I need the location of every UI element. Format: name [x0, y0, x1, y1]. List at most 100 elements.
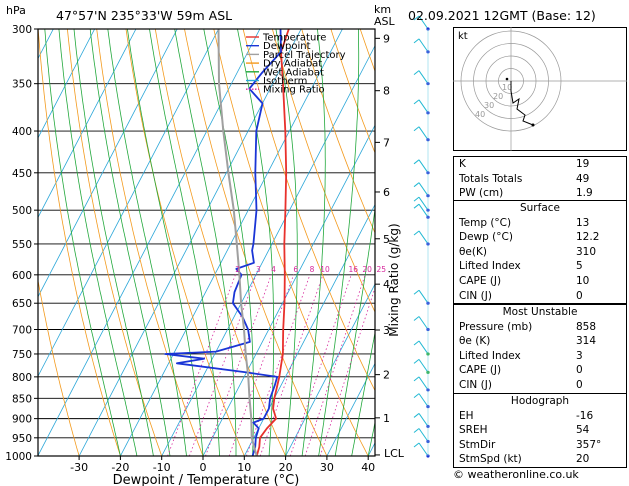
index-row: K 19 — [454, 157, 626, 172]
table-value: 1.9 — [576, 187, 593, 200]
y-tick-label: 800 — [12, 372, 32, 384]
wind-barb — [418, 203, 429, 218]
hodograph-table: Hodograph EH -16 SREH 54 StmDir 357° StmSpd (kt… — [453, 393, 627, 468]
table-value: -16 — [576, 409, 594, 422]
legend-entry: Dry Adiabat — [263, 59, 322, 70]
wind-barb-flag — [413, 376, 420, 382]
table-value: 13 — [576, 216, 590, 229]
x-tick-label: -30 — [70, 461, 88, 474]
most-unstable-row: CIN (J) 0 — [454, 378, 626, 393]
y-tick-label: 350 — [12, 79, 32, 91]
lcl-label: LCL — [384, 447, 405, 460]
legend-entry: Parcel Trajectory — [263, 50, 346, 61]
x-tick-label: 10 — [237, 461, 251, 474]
wind-barb — [418, 289, 429, 304]
table-value: 357° — [576, 438, 602, 451]
y-tick-label: 400 — [12, 126, 32, 138]
mixing-ratio-label: 8 — [310, 265, 315, 274]
dry-adiabat-line — [242, 29, 375, 392]
most-unstable-row: Lifted Index 3 — [454, 349, 626, 364]
hodograph-row: EH -16 — [454, 409, 626, 424]
most-unstable-row: Pressure (mb) 858 — [454, 320, 626, 335]
wind-barb-flag — [413, 442, 420, 448]
table-value: 20 — [576, 453, 590, 466]
legend-entry: Dewpoint — [263, 41, 311, 52]
wet-adiabat-line — [149, 29, 220, 456]
table-value: 12.2 — [576, 231, 600, 244]
mixing-ratio-label: 4 — [271, 265, 276, 274]
y-tick-label: 900 — [12, 414, 32, 426]
wind-barb-flag — [413, 340, 420, 346]
table-label: Pressure (mb) — [459, 320, 533, 333]
wind-barb — [418, 442, 429, 457]
wind-barb-flag — [413, 70, 420, 76]
km-tick-label: 7 — [383, 136, 390, 149]
copyright-footer[interactable]: © weatheronline.co.uk — [453, 468, 579, 481]
table-label: Lifted Index — [459, 349, 521, 362]
table-value: 19 — [576, 158, 590, 170]
wind-barb — [418, 196, 429, 211]
km-tick-label: 5 — [383, 233, 390, 246]
wind-barb — [418, 316, 429, 330]
mixing-ratio-label: 2 — [235, 265, 240, 274]
mixing-ratio-label: 20 — [362, 265, 372, 274]
table-label: Totals Totals — [459, 172, 523, 185]
y-tick-label: 1000 — [5, 451, 32, 463]
table-value: 858 — [576, 320, 597, 333]
indices-table: K 19 Totals Totals 49 PW (cm) 1.9 — [453, 156, 627, 202]
dry-adiabat-line — [272, 29, 375, 314]
wind-barb — [418, 70, 429, 84]
plot-frame — [37, 28, 376, 457]
hodograph-table-title: Hodograph — [510, 395, 570, 407]
mixing-ratio-axis-title: Mixing Ratio (g/kg) — [387, 223, 401, 336]
x-tick-label: -10 — [153, 461, 171, 474]
hodograph-ring-label: 30 — [484, 101, 494, 110]
table-value: 314 — [576, 335, 597, 348]
table-label: StmSpd (kt) — [459, 453, 522, 466]
isotherm-line — [78, 29, 302, 456]
surface-row: Temp (°C) 13 — [454, 216, 626, 231]
wet-adiabat-line — [334, 207, 375, 456]
dry-adiabat-line — [38, 29, 121, 456]
isotherm-line — [38, 29, 261, 456]
series-line-parcel-trajectory — [217, 29, 258, 456]
hodograph-row: SREH 54 — [454, 423, 626, 438]
table-label: CAPE (J) — [459, 274, 502, 287]
isotherm-line — [326, 362, 375, 456]
mixing-ratio-label: 3 — [256, 265, 261, 274]
isotherm-line — [285, 283, 375, 456]
wind-barb-flag — [413, 99, 420, 105]
legend-entry: Mixing Ratio — [263, 85, 325, 96]
hodograph-row: StmSpd (kt) 20 — [454, 452, 626, 467]
wind-barb — [418, 159, 429, 174]
isotherm-line — [0, 29, 12, 456]
table-label: EH — [459, 409, 474, 422]
isotherm-line — [161, 44, 375, 456]
wind-barb-flag — [413, 203, 420, 209]
table-label: CAPE (J) — [459, 364, 502, 377]
wind-barb-flag — [413, 196, 420, 202]
km-tick-label: 1 — [383, 412, 390, 425]
wet-adiabat-line — [58, 29, 138, 456]
legend-entry: Temperature — [262, 33, 326, 44]
wind-barb — [418, 393, 429, 407]
table-value: 5 — [576, 260, 583, 273]
y-tick-label: 300 — [12, 24, 32, 36]
km-tick-label: 4 — [383, 278, 390, 291]
dry-adiabat-line — [125, 29, 245, 456]
km-tick-label: 3 — [383, 324, 390, 337]
wind-barb-flag — [413, 38, 420, 44]
wind-barb-flag — [413, 393, 420, 398]
p-unit-label: hPa — [6, 4, 26, 17]
surface-row: θe(K) 310 — [454, 245, 626, 260]
mixing-ratio-label: 16 — [349, 265, 359, 274]
dry-adiabat-line — [213, 29, 369, 456]
wind-barb — [418, 126, 429, 141]
wind-barb-flag — [413, 289, 420, 295]
dry-adiabat-line — [67, 29, 163, 456]
mixing-ratio-line — [246, 274, 311, 456]
most-unstable-title: Most Unstable — [502, 306, 578, 318]
hodograph-trace — [510, 81, 534, 126]
